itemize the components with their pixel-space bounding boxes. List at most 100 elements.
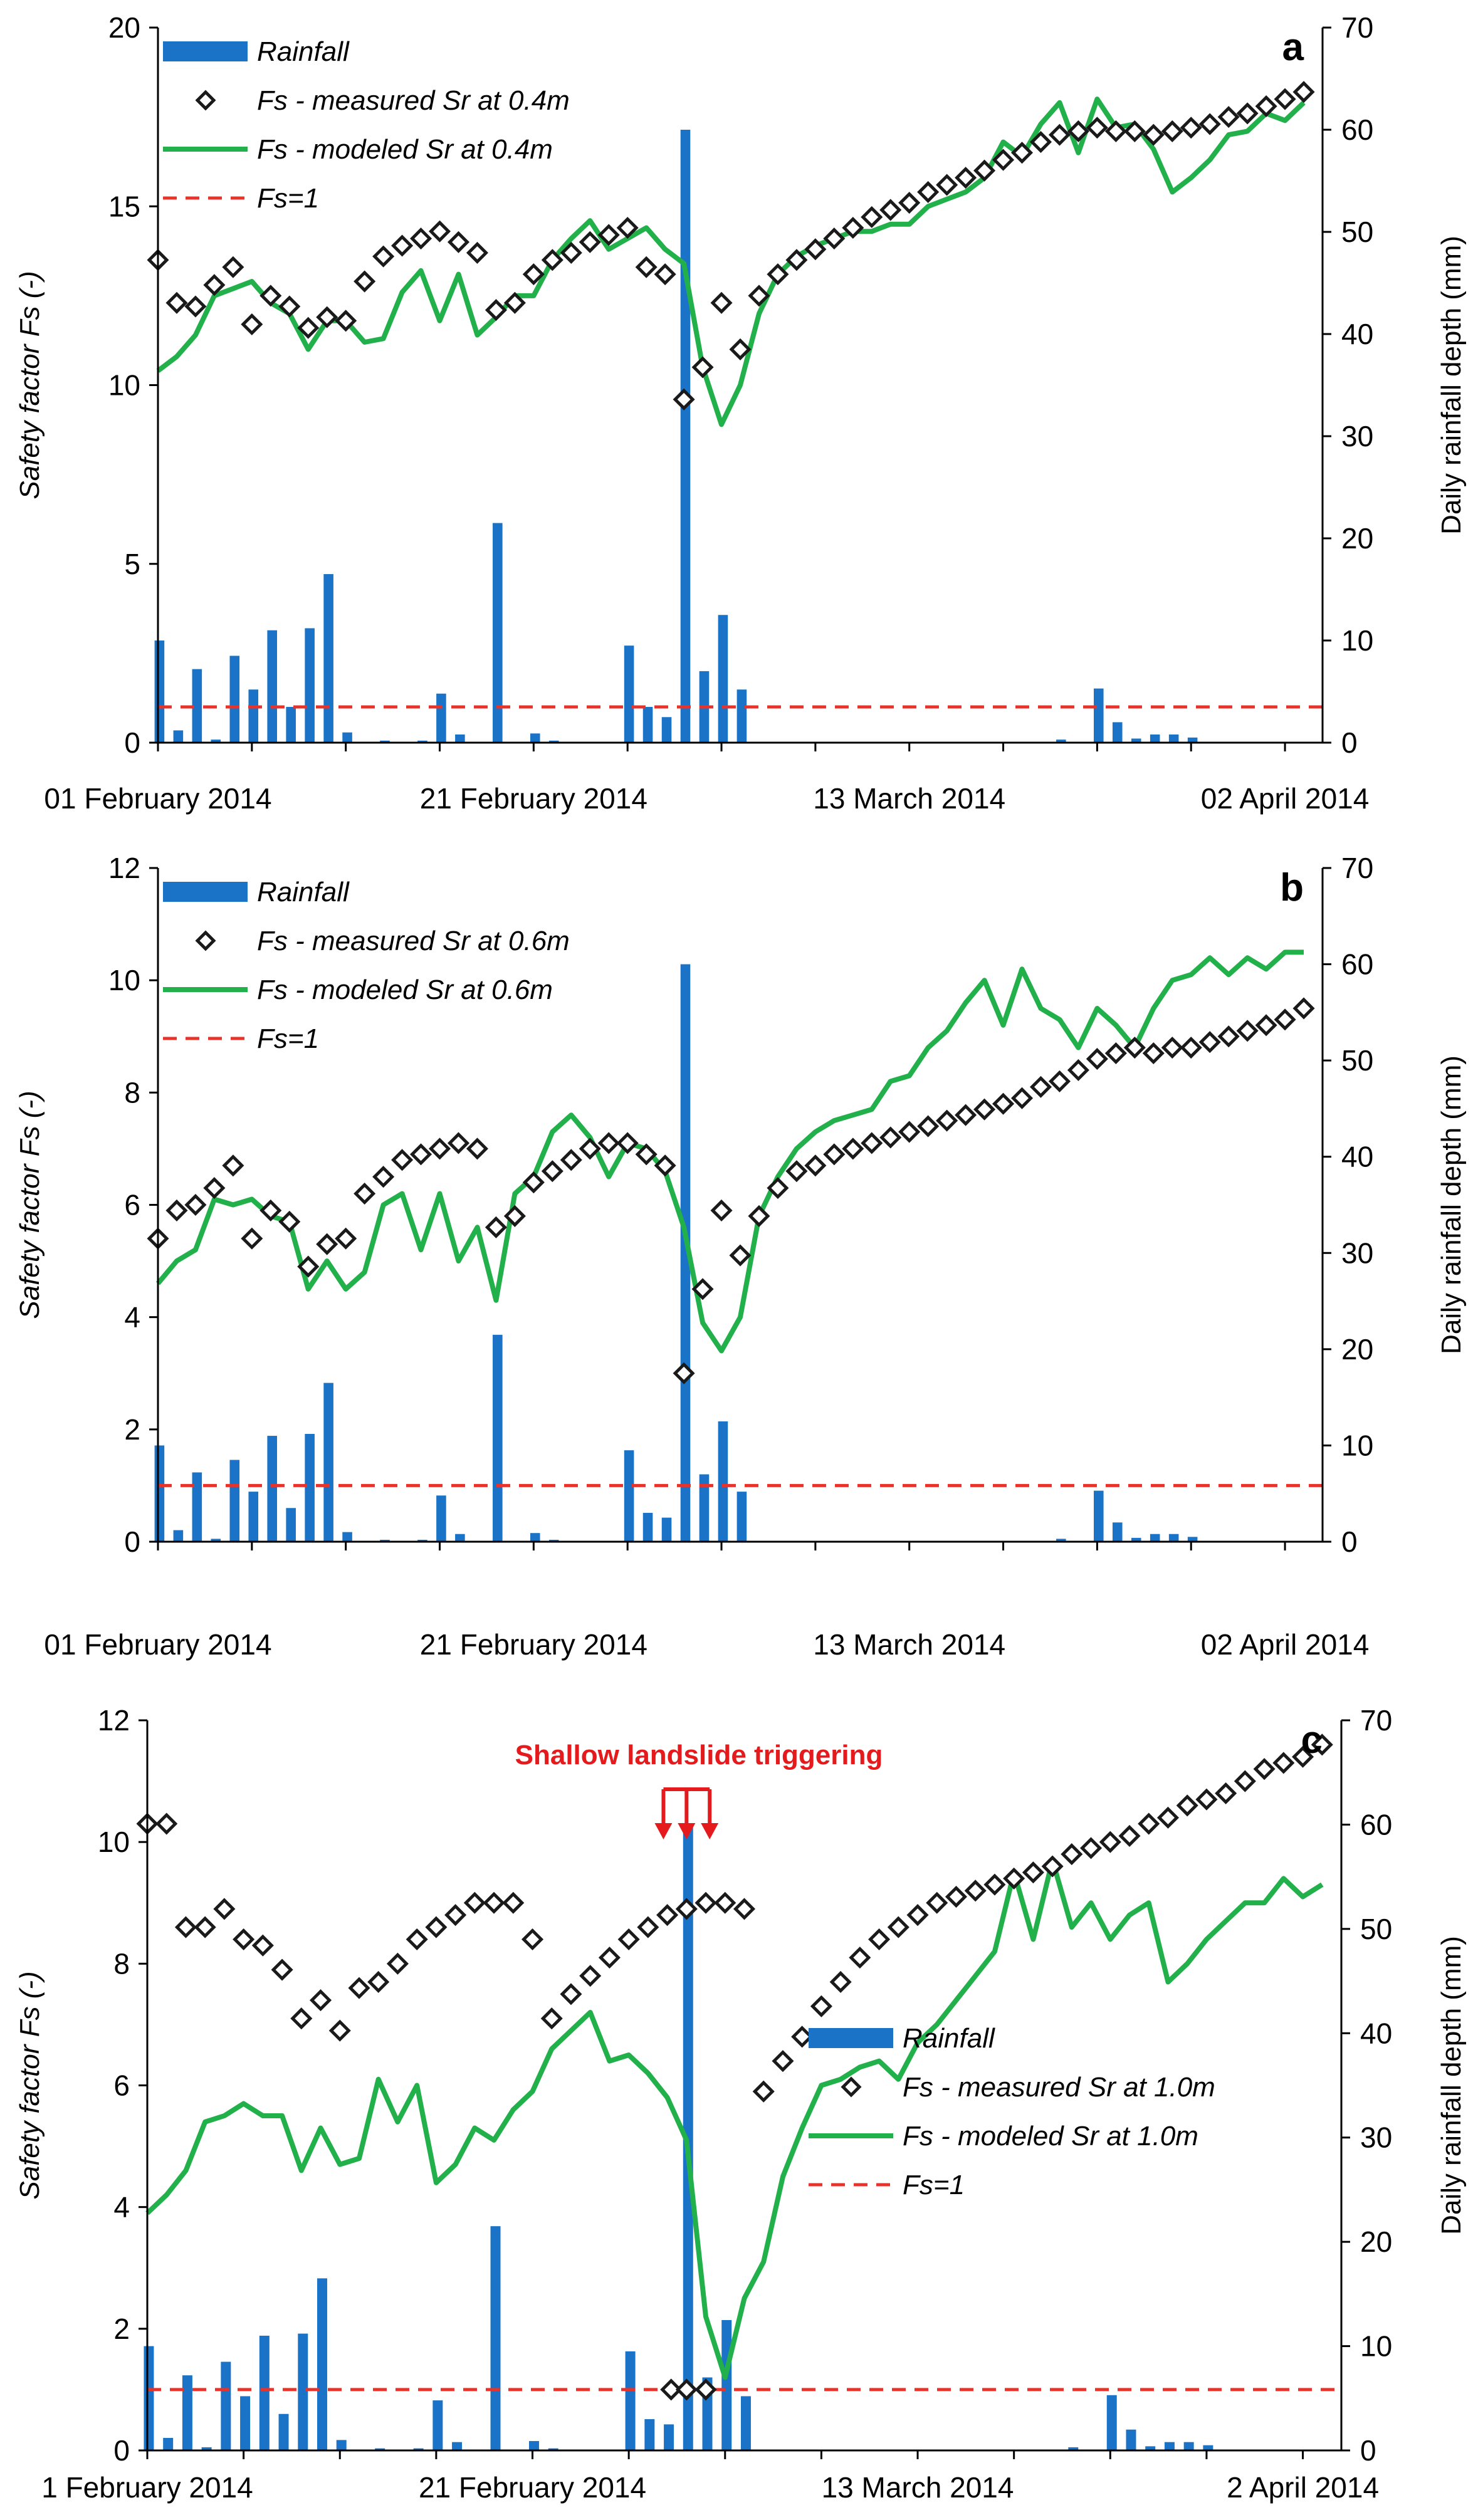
rainfall-bar <box>286 706 296 743</box>
measured-fs-marker <box>1198 113 1221 135</box>
measured-fs-marker <box>1003 1867 1025 1890</box>
rainfall-bar <box>1168 1534 1179 1542</box>
measured-fs-marker <box>297 1255 320 1278</box>
measured-fs-marker <box>165 291 188 314</box>
rainfall-bar <box>342 1532 352 1542</box>
measured-fs-marker <box>861 1132 883 1154</box>
measured-fs-marker <box>1311 1733 1333 1756</box>
measured-fs-marker <box>675 1898 698 1920</box>
left-tick-label: 8 <box>124 1076 140 1109</box>
measured-fs-marker <box>1274 1008 1296 1031</box>
rainfall-bar <box>1106 2395 1117 2450</box>
rainfall-bar <box>323 574 333 743</box>
right-axis-title: Daily rainfall depth (mm) <box>1436 1936 1467 2235</box>
rainfall-bar <box>1068 2447 1079 2450</box>
measured-fs-marker <box>410 227 432 250</box>
left-tick-label: 0 <box>113 2434 130 2467</box>
measured-fs-marker <box>316 1233 338 1255</box>
left-tick-label: 10 <box>98 1826 130 1858</box>
rainfall-bar <box>699 1474 710 1542</box>
measured-fs-marker <box>1195 1788 1218 1811</box>
right-tick-label: 30 <box>1341 1236 1373 1269</box>
measured-fs-marker <box>1067 120 1089 142</box>
left-tick-label: 10 <box>108 964 140 996</box>
measured-fs-marker <box>503 291 526 314</box>
measured-fs-marker <box>767 1177 789 1200</box>
measured-fs-marker <box>502 1891 525 1914</box>
rainfall-bar <box>661 1517 672 1542</box>
right-axis-title: Daily rainfall depth (mm) <box>1436 236 1467 535</box>
rainfall-bar <box>317 2278 327 2450</box>
measured-fs-marker <box>849 1947 871 1969</box>
rainfall-bar <box>1187 1537 1198 1542</box>
measured-fs-marker <box>386 1952 409 1975</box>
measured-fs-marker <box>579 1965 602 1987</box>
measured-fs-marker <box>1086 1048 1108 1070</box>
measured-fs-marker <box>406 1928 428 1951</box>
right-tick-label: 50 <box>1341 216 1373 248</box>
left-tick-label: 8 <box>113 1947 130 1980</box>
measured-fs-marker <box>616 1132 639 1154</box>
measured-fs-marker <box>1118 1824 1141 1847</box>
rainfall-bar <box>201 2447 212 2450</box>
measured-fs-marker <box>316 306 338 328</box>
landslide-annotation: Shallow landslide triggering <box>515 1740 883 1839</box>
measured-fs-marker <box>410 1143 432 1166</box>
right-tick-label: 60 <box>1341 948 1373 981</box>
legend-label-modeled: Fs - modeled Sr at 0.4m <box>257 134 553 165</box>
measured-fs-marker <box>1215 1782 1237 1805</box>
measured-fs-marker <box>463 1891 486 1914</box>
measured-fs-marker <box>391 234 414 257</box>
rainfall-bar <box>718 1421 728 1542</box>
rainfall-bar <box>298 2333 308 2450</box>
measured-fs-marker <box>1142 1042 1165 1065</box>
x-tick-label: 13 March 2014 <box>822 2471 1014 2504</box>
measured-fs-marker <box>656 1904 679 1927</box>
measured-fs-marker <box>1274 88 1296 110</box>
measured-fs-marker <box>1161 120 1183 142</box>
measured-fs-marker <box>673 1362 695 1384</box>
measured-fs-marker <box>251 1934 274 1957</box>
rainfall-bar <box>1093 688 1104 743</box>
measured-fs-marker <box>635 1143 658 1166</box>
rainfall-bar <box>229 656 240 743</box>
measured-fs-marker <box>1272 1752 1295 1774</box>
measured-fs-marker <box>297 316 320 339</box>
measured-fs-marker <box>560 241 582 264</box>
measured-fs-marker <box>1123 120 1146 142</box>
rainfall-bar <box>305 1434 315 1542</box>
right-axis-title: Daily rainfall depth (mm) <box>1436 1055 1467 1354</box>
right-tick-label: 40 <box>1341 318 1373 350</box>
left-tick-label: 5 <box>124 548 140 580</box>
measured-fs-marker <box>729 338 752 360</box>
right-tick-label: 60 <box>1360 1808 1392 1841</box>
rainfall-bar <box>323 1383 333 1542</box>
measured-fs-marker <box>522 263 545 286</box>
measured-fs-marker <box>233 1928 255 1951</box>
rainfall-bar <box>173 730 184 743</box>
measured-fs-marker <box>964 1880 987 1902</box>
measured-fs-marker <box>1029 1075 1052 1098</box>
measured-fs-marker <box>522 1171 545 1194</box>
rainfall-bar <box>1056 1539 1066 1542</box>
rainfall-bar <box>721 2319 732 2450</box>
measured-fs-marker <box>1217 1025 1240 1048</box>
left-tick-label: 0 <box>124 726 140 759</box>
measured-fs-marker <box>694 2378 717 2401</box>
measured-fs-marker <box>466 241 488 264</box>
rainfall-bar <box>493 523 503 743</box>
measured-fs-marker <box>660 2378 683 2401</box>
measured-fs-marker <box>936 174 958 196</box>
rainfall-bar <box>248 689 259 743</box>
measured-fs-marker <box>367 1970 390 1993</box>
measured-fs-marker <box>823 1143 846 1166</box>
x-tick-label: 1 February 2014 <box>41 2471 253 2504</box>
measured-fs-marker <box>1217 106 1240 128</box>
annotation-arrow-head <box>678 1823 696 1839</box>
measured-fs-marker <box>861 206 883 228</box>
rainfall-bar <box>680 964 691 1542</box>
rainfall-bar <box>1150 1534 1160 1542</box>
measured-fs-marker <box>428 1137 451 1160</box>
right-tick-label: 30 <box>1360 2121 1392 2154</box>
right-tick-label: 0 <box>1341 726 1358 759</box>
